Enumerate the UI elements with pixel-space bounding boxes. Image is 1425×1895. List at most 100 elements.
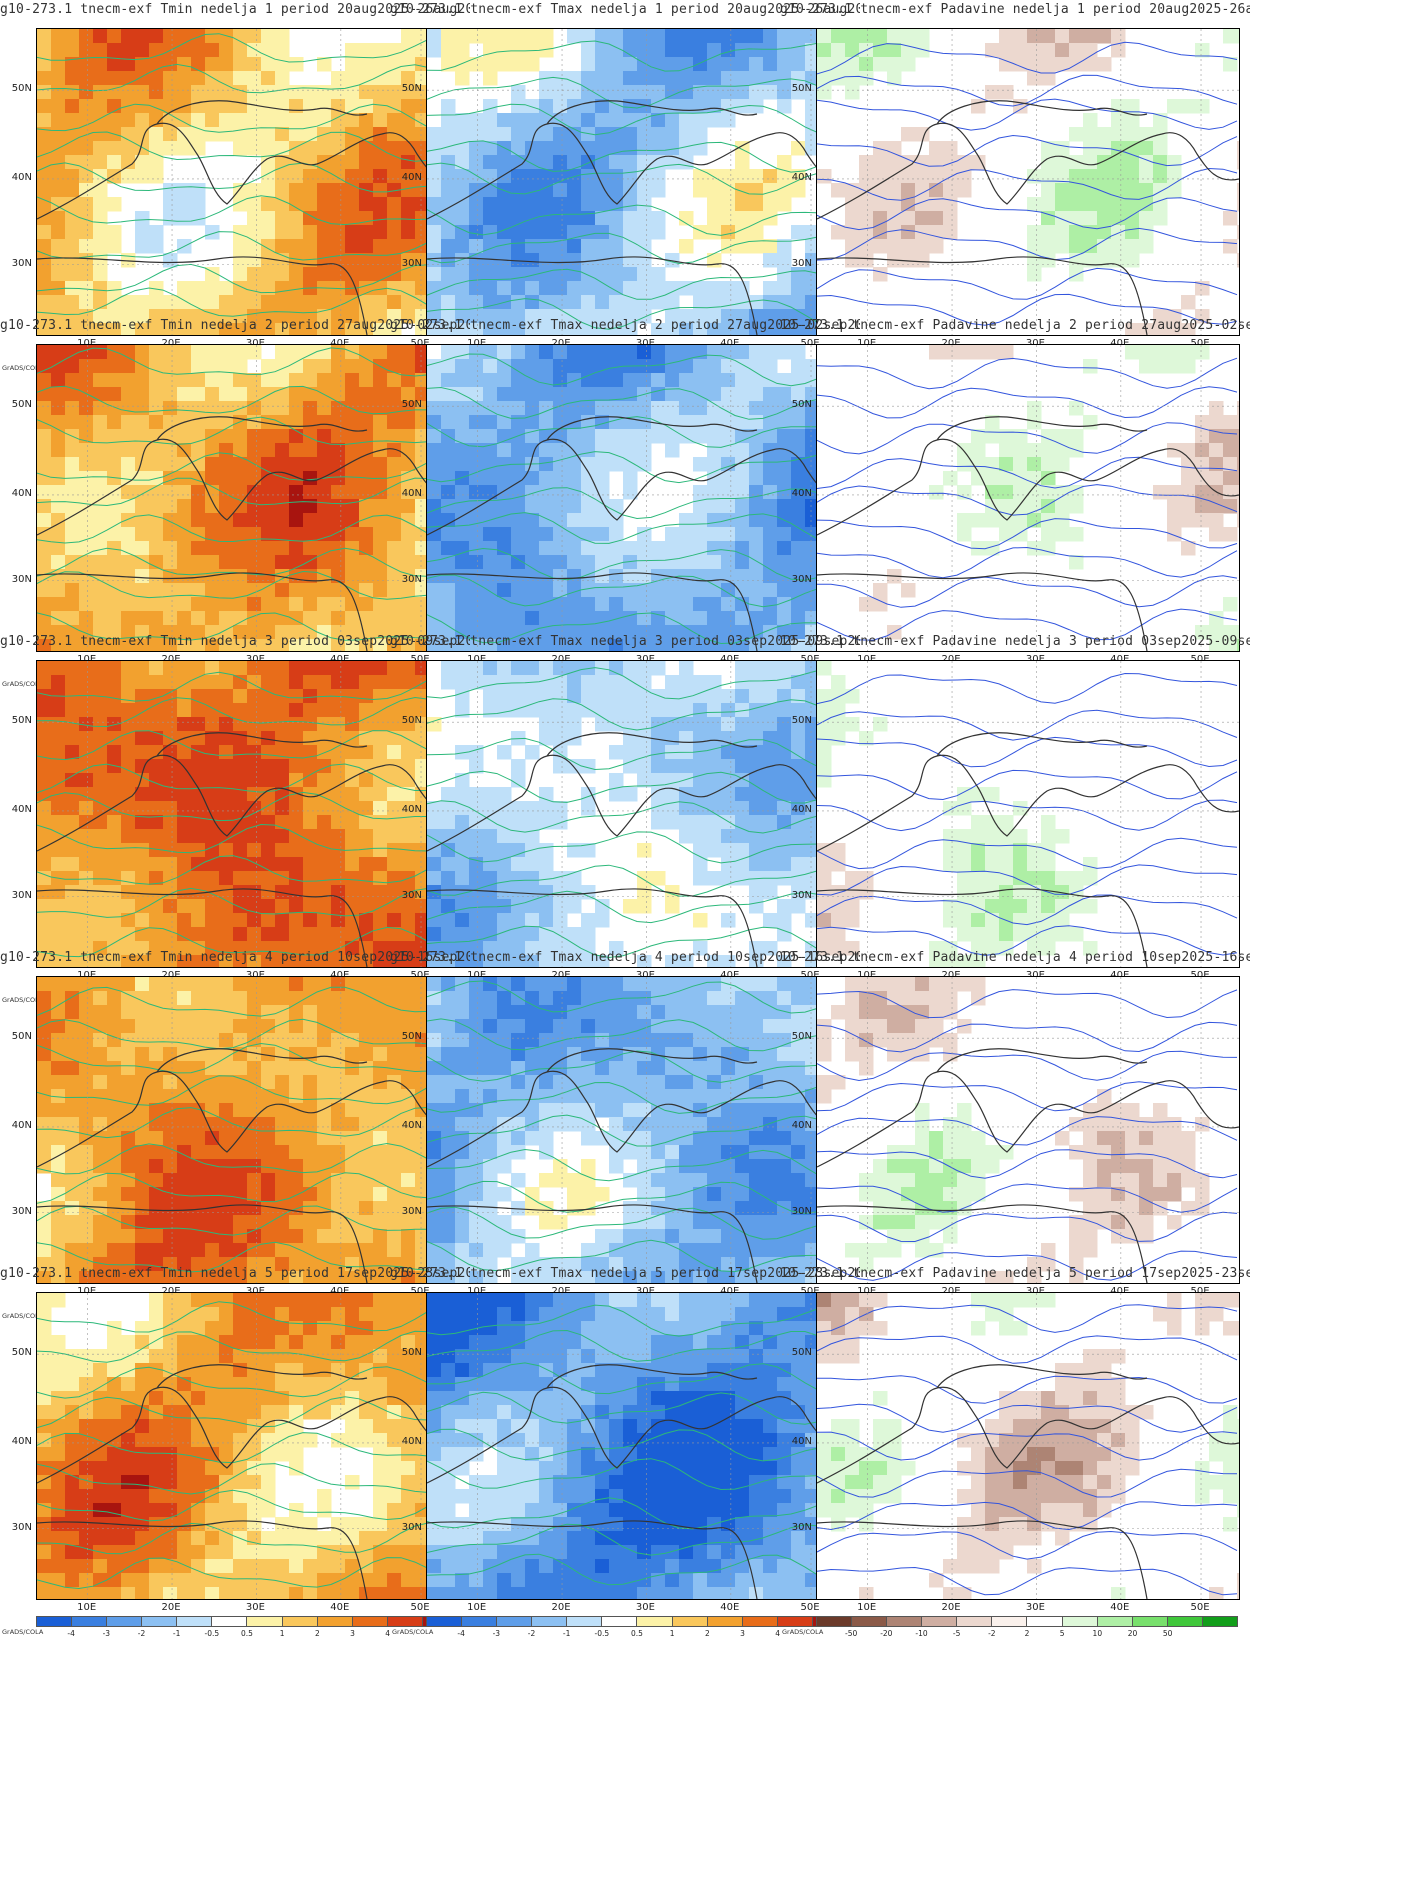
colorbar-swatch	[922, 1617, 958, 1626]
map-panel: g10-273.1 tnecm-exf Tmin nedelja 4 perio…	[0, 948, 470, 1327]
colorbar-swatch	[1027, 1617, 1063, 1626]
longitude-label: 10E	[847, 338, 887, 349]
longitude-label: 10E	[457, 338, 497, 349]
grads-brand: GrADS/COLA	[2, 1312, 44, 1320]
colorbar-tick: -5	[952, 1629, 961, 1638]
latitude-label: 30N	[791, 1205, 812, 1217]
map-panel: 10-273.1 tnecm-exf Padavine nedelja 3 pe…	[780, 632, 1250, 1011]
longitude-label: 30E	[1015, 654, 1055, 665]
longitude-label: 50E	[800, 1602, 820, 1613]
map-panel: g10-273.1 tnecm-exf Padavine nedelja 1 p…	[780, 0, 1250, 379]
longitude-label: 20E	[151, 338, 191, 349]
latitude-label: 50N	[791, 399, 812, 411]
latitude-label: 40N	[791, 1435, 812, 1447]
colorbar-tick: 50	[1162, 1629, 1173, 1638]
grads-brand: GrADS/COLA	[2, 364, 44, 372]
latitude-label: 30N	[401, 1205, 422, 1217]
panel-title: 10-273.1 tnecm-exf Padavine nedelja 5 pe…	[780, 1266, 1250, 1281]
longitude-label: 30E	[1015, 970, 1055, 981]
latitude-label: 30N	[401, 257, 422, 269]
panel-title: g10-273.1 tnecm-exf Tmax nedelja 1 perio…	[390, 2, 860, 17]
longitude-label: 10E	[67, 1286, 107, 1297]
colorbar: -4 -3 -2 -1 -0.5 0.5 1 2 3 4	[426, 1616, 848, 1642]
panel-title: g10-273.1 tnecm-exf Tmax nedelja 5 perio…	[390, 1266, 860, 1281]
colorbar-swatch	[352, 1617, 388, 1626]
latitude-label: 50N	[11, 1031, 32, 1043]
latitude-label: 50N	[791, 83, 812, 95]
longitude-label: 30E	[235, 1286, 275, 1297]
colorbar-swatch	[37, 1617, 73, 1626]
latitude-label: 40N	[791, 171, 812, 183]
colorbar-swatch	[497, 1617, 533, 1626]
longitude-label: 20E	[931, 970, 971, 981]
grads-brand: GrADS/COLA	[2, 1628, 44, 1636]
colorbar-tick: 20	[1127, 1629, 1138, 1638]
longitude-label: 30E	[625, 970, 665, 981]
longitude-label: 40E	[320, 970, 360, 981]
latitude-label: 30N	[791, 257, 812, 269]
latitude-label: 50N	[401, 715, 422, 727]
colorbar-tick: 2	[704, 1629, 710, 1638]
anomaly-map	[426, 976, 850, 1284]
latitude-label: 30N	[401, 573, 422, 585]
longitude-label: 50E	[400, 1286, 440, 1297]
panel-title: g10-273.1 tnecm-exf Tmin nedelja 5 perio…	[0, 1266, 470, 1281]
panel-title: g10-273.1 tnecm-exf Tmax nedelja 4 perio…	[390, 950, 860, 965]
longitude-label: 30E	[235, 970, 275, 981]
latitude-label: 40N	[11, 171, 32, 183]
longitude-label: 30E	[245, 1602, 265, 1613]
colorbar: -4 -3 -2 -1 -0.5 0.5 1 2 3 4	[36, 1616, 458, 1642]
colorbar: -50 -20 -10 -5 -2 2 5 10 20 50	[816, 1616, 1238, 1642]
latitude-label: 50N	[401, 83, 422, 95]
colorbar-swatch	[637, 1617, 673, 1626]
panel-title: 10-273.1 tnecm-exf Padavine nedelja 2 pe…	[780, 318, 1250, 333]
anomaly-map	[36, 1292, 460, 1600]
colorbar-tick: -0.5	[594, 1629, 610, 1638]
latitude-label: 40N	[401, 487, 422, 499]
panel-title: g10-273.1 tnecm-exf Tmin nedelja 2 perio…	[0, 318, 470, 333]
longitude-label: 20E	[931, 338, 971, 349]
anomaly-map	[426, 344, 850, 652]
longitude-label: 20E	[941, 1602, 961, 1613]
colorbar-tick: 4	[385, 1629, 391, 1638]
latitude-label: 40N	[401, 171, 422, 183]
colorbar-tick: 2	[1024, 1629, 1030, 1638]
longitude-label: 40E	[710, 970, 750, 981]
latitude-label: 50N	[401, 1347, 422, 1359]
longitude-label: 40E	[720, 1602, 740, 1613]
colorbar-swatch	[817, 1617, 853, 1626]
longitude-label: 20E	[151, 1286, 191, 1297]
colorbar-swatch	[427, 1617, 463, 1626]
longitude-label: 30E	[1015, 338, 1055, 349]
longitude-label: 20E	[541, 1286, 581, 1297]
longitude-label: 10E	[467, 1602, 487, 1613]
colorbar-tick: -50	[845, 1629, 858, 1638]
longitude-label: 10E	[457, 654, 497, 665]
longitude-label: 10E	[847, 1286, 887, 1297]
panel-title: g10-273.1 tnecm-exf Tmax nedelja 3 perio…	[390, 634, 860, 649]
longitude-label: 40E	[330, 1602, 350, 1613]
latitude-label: 50N	[401, 1031, 422, 1043]
longitude-label: 40E	[320, 1286, 360, 1297]
colorbar-swatch	[852, 1617, 888, 1626]
map-canvas	[427, 345, 849, 651]
longitude-label: 50E	[1180, 970, 1220, 981]
colorbar-swatch	[1202, 1617, 1237, 1626]
map-panel: g10-273.1 tnecm-exf Tmax nedelja 2 perio…	[390, 316, 860, 695]
latitude-label: 30N	[11, 257, 32, 269]
colorbar-tick: -3	[492, 1629, 501, 1638]
colorbar-swatch	[1167, 1617, 1203, 1626]
longitude-label: 20E	[541, 654, 581, 665]
longitude-label: 20E	[161, 1602, 181, 1613]
map-panel: 10-273.1 tnecm-exf Padavine nedelja 5 pe…	[780, 1264, 1250, 1643]
colorbar-tick: -2	[988, 1629, 996, 1638]
colorbar-tick: 1	[669, 1629, 675, 1638]
anomaly-map	[816, 1292, 1240, 1600]
colorbar-swatch	[777, 1617, 813, 1626]
longitude-label: 40E	[1110, 1602, 1130, 1613]
longitude-label: 30E	[625, 1286, 665, 1297]
latitude-label: 50N	[11, 715, 32, 727]
latitude-label: 40N	[11, 803, 32, 815]
colorbar-tick: -2	[137, 1629, 146, 1638]
